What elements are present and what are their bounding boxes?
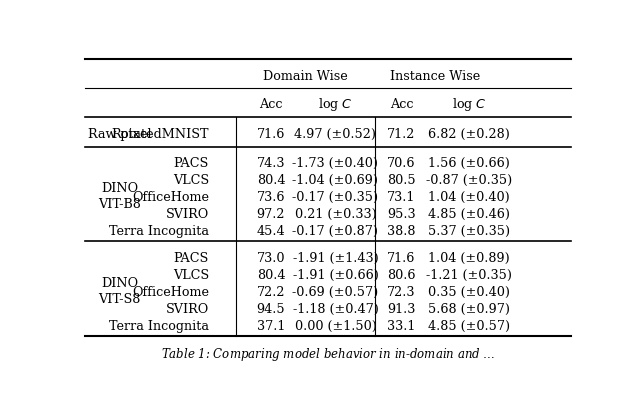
Text: -1.73 (±0.40): -1.73 (±0.40) bbox=[292, 157, 378, 170]
Text: 38.8: 38.8 bbox=[387, 225, 415, 238]
Text: 72.2: 72.2 bbox=[257, 286, 285, 299]
Text: VIT-S8: VIT-S8 bbox=[99, 293, 141, 306]
Text: PACS: PACS bbox=[173, 252, 209, 265]
Text: RotatedMNIST: RotatedMNIST bbox=[111, 128, 209, 141]
Text: OfficeHome: OfficeHome bbox=[132, 286, 209, 299]
Text: 71.6: 71.6 bbox=[257, 128, 285, 141]
Text: SVIRO: SVIRO bbox=[166, 303, 209, 316]
Text: 95.3: 95.3 bbox=[387, 208, 416, 221]
Text: 37.1: 37.1 bbox=[257, 320, 285, 333]
Text: VLCS: VLCS bbox=[173, 174, 209, 187]
Text: 97.2: 97.2 bbox=[257, 208, 285, 221]
Text: 80.6: 80.6 bbox=[387, 269, 415, 282]
Text: -1.91 (±0.66): -1.91 (±0.66) bbox=[292, 269, 378, 282]
Text: 91.3: 91.3 bbox=[387, 303, 415, 316]
Text: 80.5: 80.5 bbox=[387, 174, 416, 187]
Text: 33.1: 33.1 bbox=[387, 320, 415, 333]
Text: 45.4: 45.4 bbox=[257, 225, 285, 238]
Text: 0.35 (±0.40): 0.35 (±0.40) bbox=[428, 286, 510, 299]
Text: -0.69 (±0.57): -0.69 (±0.57) bbox=[292, 286, 379, 299]
Text: -1.21 (±0.35): -1.21 (±0.35) bbox=[426, 269, 513, 282]
Text: 0.00 (±1.50): 0.00 (±1.50) bbox=[294, 320, 376, 333]
Text: 72.3: 72.3 bbox=[387, 286, 415, 299]
Text: 1.56 (±0.66): 1.56 (±0.66) bbox=[428, 157, 510, 170]
Text: 71.2: 71.2 bbox=[387, 128, 415, 141]
Text: 4.97 (±0.52): 4.97 (±0.52) bbox=[294, 128, 376, 141]
Text: DINO: DINO bbox=[101, 182, 138, 195]
Text: 6.82 (±0.28): 6.82 (±0.28) bbox=[428, 128, 510, 141]
Text: -1.91 (±1.43): -1.91 (±1.43) bbox=[292, 252, 378, 265]
Text: Raw pixel: Raw pixel bbox=[88, 128, 152, 141]
Text: 73.0: 73.0 bbox=[257, 252, 285, 265]
Text: Acc: Acc bbox=[390, 98, 413, 111]
Text: 4.85 (±0.57): 4.85 (±0.57) bbox=[428, 320, 511, 333]
Text: Table 1: Comparing model behavior in in-domain and $\ldots$: Table 1: Comparing model behavior in in-… bbox=[161, 346, 495, 363]
Text: 71.6: 71.6 bbox=[387, 252, 415, 265]
Text: -1.18 (±0.47): -1.18 (±0.47) bbox=[292, 303, 378, 316]
Text: 1.04 (±0.40): 1.04 (±0.40) bbox=[429, 191, 510, 204]
Text: -0.17 (±0.35): -0.17 (±0.35) bbox=[292, 191, 378, 204]
Text: -0.87 (±0.35): -0.87 (±0.35) bbox=[426, 174, 513, 187]
Text: VIT-B8: VIT-B8 bbox=[99, 198, 141, 211]
Text: 80.4: 80.4 bbox=[257, 174, 285, 187]
Text: 5.37 (±0.35): 5.37 (±0.35) bbox=[428, 225, 511, 238]
Text: 73.6: 73.6 bbox=[257, 191, 285, 204]
Text: -1.04 (±0.69): -1.04 (±0.69) bbox=[292, 174, 378, 187]
Text: 80.4: 80.4 bbox=[257, 269, 285, 282]
Text: OfficeHome: OfficeHome bbox=[132, 191, 209, 204]
Text: 0.21 (±0.33): 0.21 (±0.33) bbox=[294, 208, 376, 221]
Text: 73.1: 73.1 bbox=[387, 191, 415, 204]
Text: Instance Wise: Instance Wise bbox=[390, 70, 480, 83]
Text: VLCS: VLCS bbox=[173, 269, 209, 282]
Text: 94.5: 94.5 bbox=[257, 303, 285, 316]
Text: 1.04 (±0.89): 1.04 (±0.89) bbox=[429, 252, 510, 265]
Text: Terra Incognita: Terra Incognita bbox=[109, 320, 209, 333]
Text: SVIRO: SVIRO bbox=[166, 208, 209, 221]
Text: PACS: PACS bbox=[173, 157, 209, 170]
Text: -0.17 (±0.87): -0.17 (±0.87) bbox=[292, 225, 378, 238]
Text: 4.85 (±0.46): 4.85 (±0.46) bbox=[428, 208, 510, 221]
Text: Acc: Acc bbox=[259, 98, 283, 111]
Text: DINO: DINO bbox=[101, 277, 138, 290]
Text: 74.3: 74.3 bbox=[257, 157, 285, 170]
Text: Terra Incognita: Terra Incognita bbox=[109, 225, 209, 238]
Text: 70.6: 70.6 bbox=[387, 157, 415, 170]
Text: Domain Wise: Domain Wise bbox=[263, 70, 348, 83]
Text: log $\mathit{C}$: log $\mathit{C}$ bbox=[452, 96, 487, 113]
Text: log $\mathit{C}$: log $\mathit{C}$ bbox=[318, 96, 353, 113]
Text: 5.68 (±0.97): 5.68 (±0.97) bbox=[428, 303, 510, 316]
